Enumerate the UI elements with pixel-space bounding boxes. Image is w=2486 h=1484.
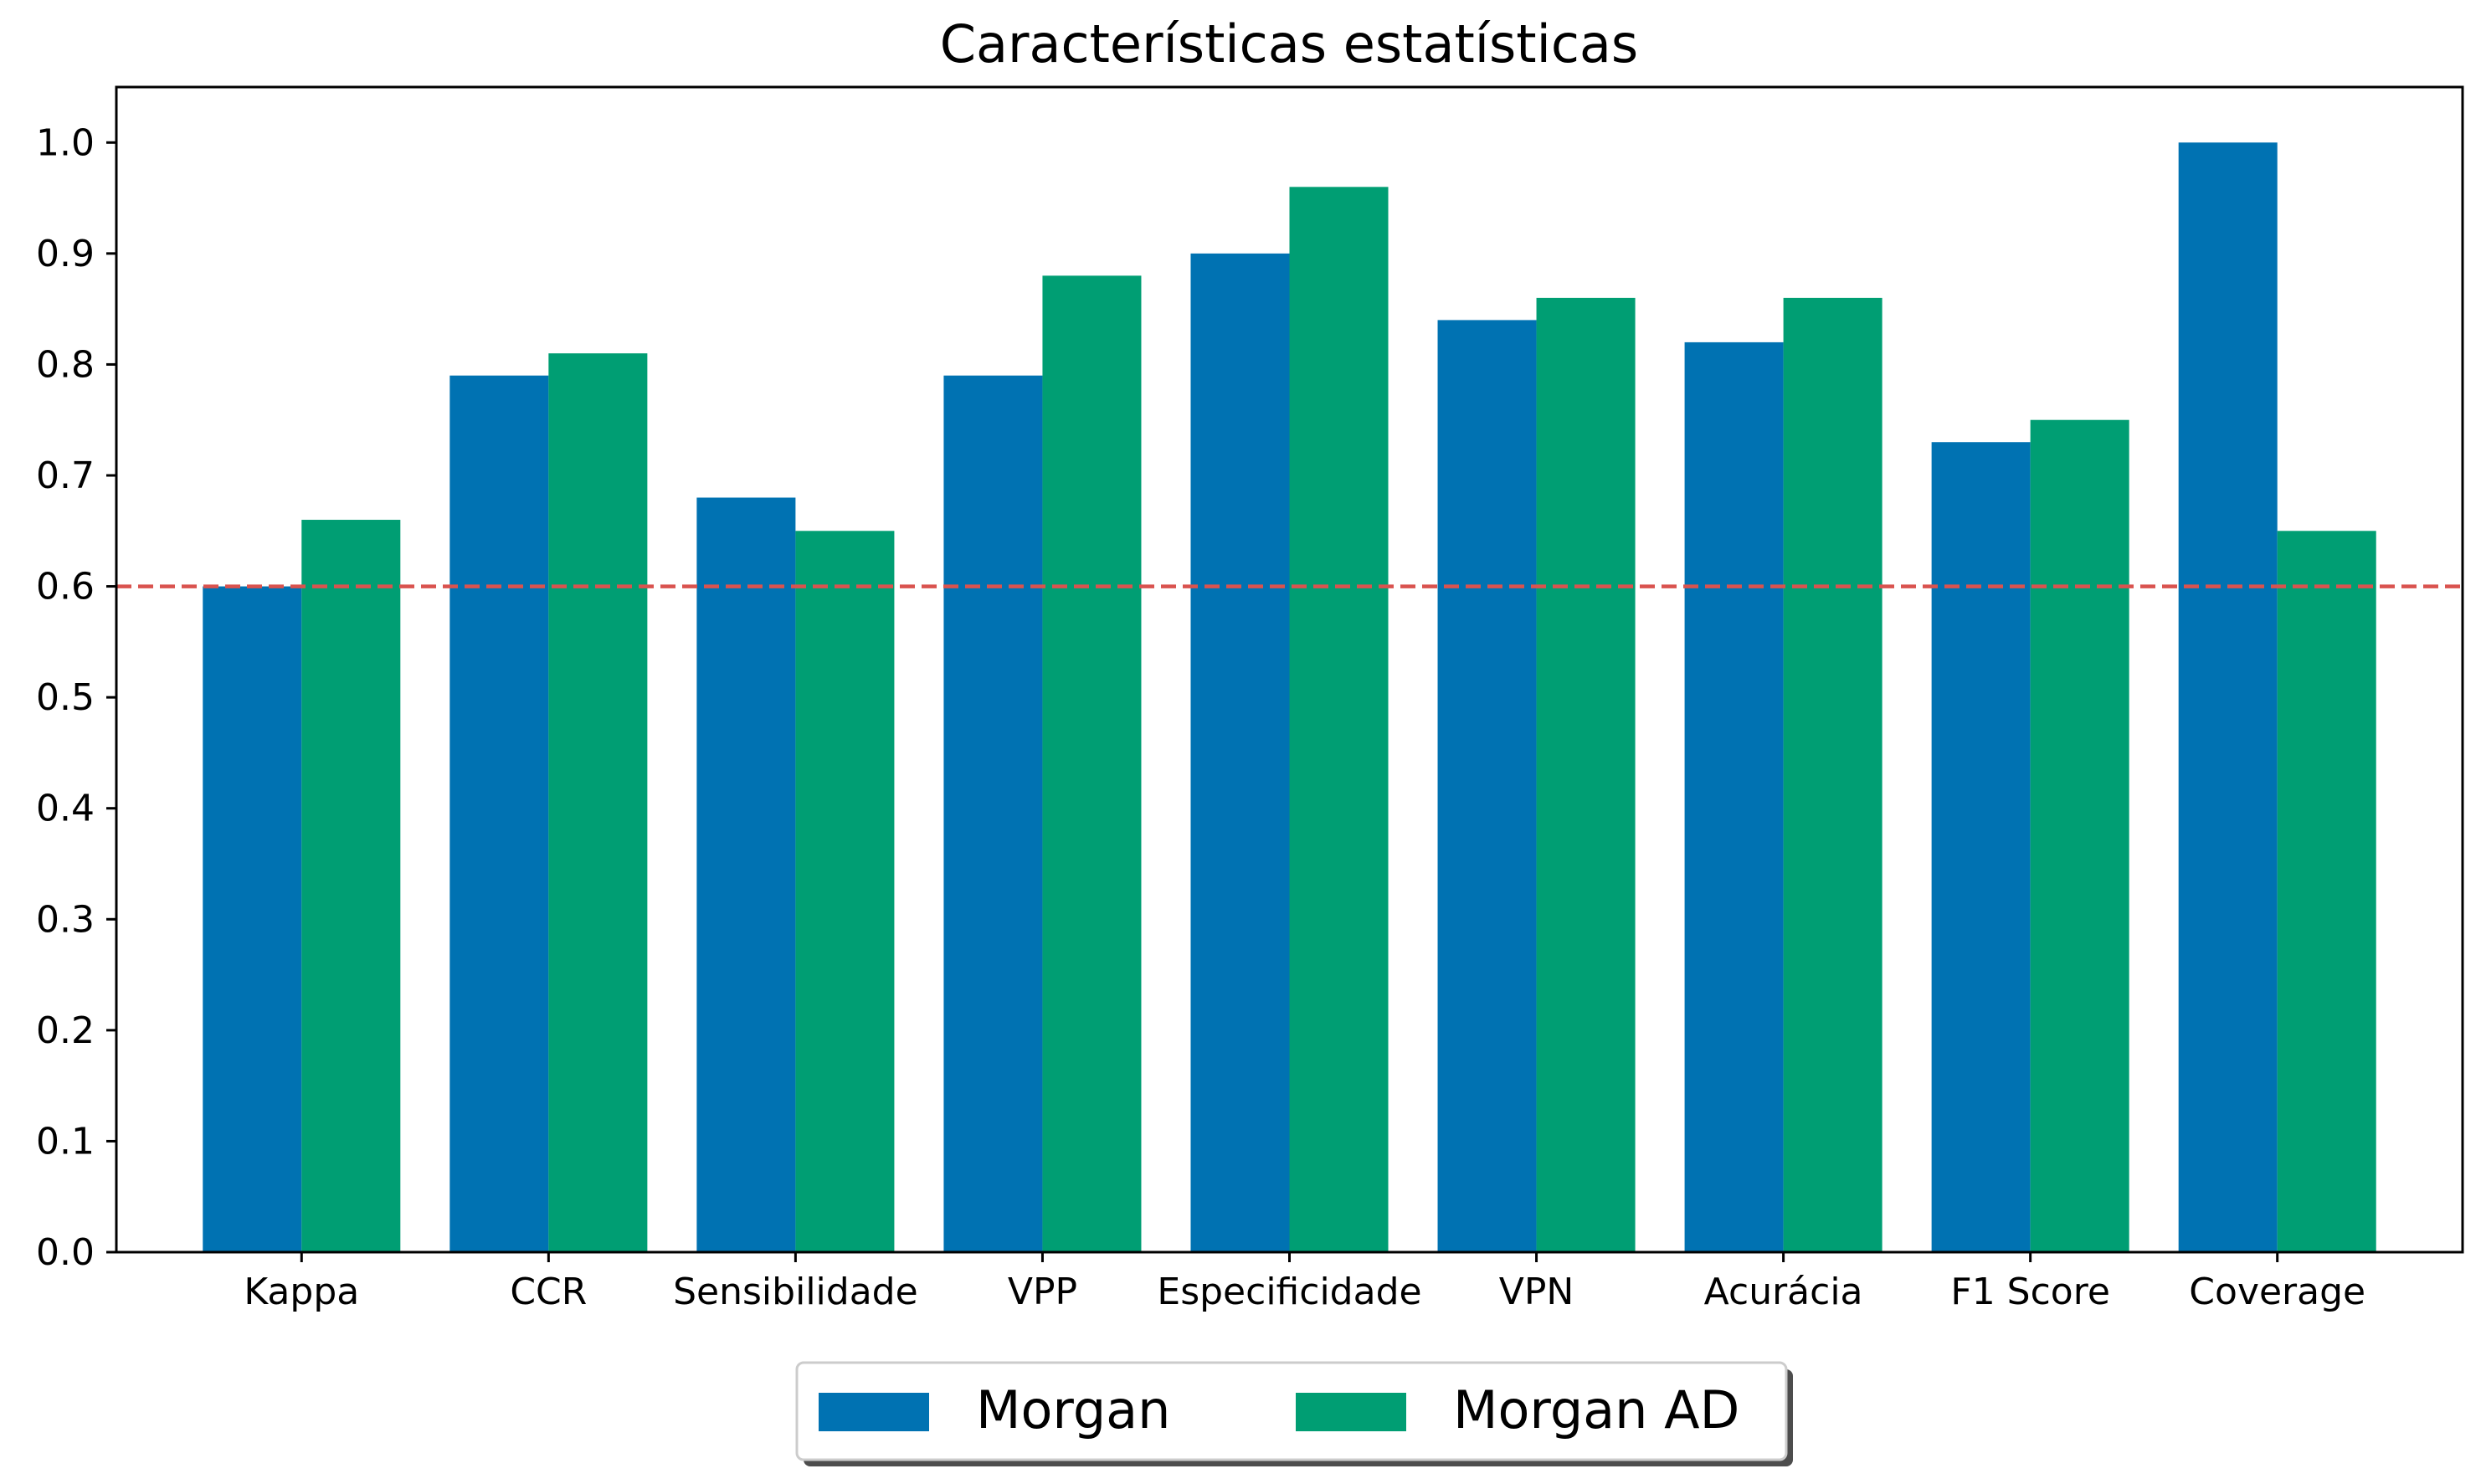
y-axis: 0.0 0.1 0.2 0.3 0.4 0.5 0.6 0.7 0.8 0.9 1.0 <box>36 121 116 1274</box>
bar-morgan-vpp <box>943 375 1043 1253</box>
bars-group <box>203 142 2376 1253</box>
bar-morgan-ad-ccr <box>548 353 648 1253</box>
bar-morgan-vpn <box>1437 320 1537 1252</box>
y-tick-label: 0.1 <box>36 1120 95 1163</box>
y-tick-label: 0.5 <box>36 676 95 719</box>
bar-morgan-coverage <box>2178 142 2278 1252</box>
bar-morgan-kappa <box>203 586 302 1252</box>
bar-morgan-ad-especificidade <box>1289 187 1389 1252</box>
x-tick-label: CCR <box>510 1271 587 1313</box>
x-tick-label: Especificidade <box>1157 1271 1421 1313</box>
y-tick-label: 0.6 <box>36 566 95 608</box>
y-tick-label: 0.2 <box>36 1009 95 1052</box>
y-tick-label: 1.0 <box>36 121 95 164</box>
bar-morgan-ccr <box>449 375 549 1253</box>
y-tick-label: 0.7 <box>36 454 95 497</box>
bar-morgan-sensibilidade <box>696 497 796 1252</box>
y-tick-label: 0.4 <box>36 788 95 830</box>
legend: Morgan Morgan AD <box>795 1361 1793 1466</box>
legend-frame <box>795 1361 1788 1461</box>
x-tick-label: VPP <box>1008 1271 1077 1313</box>
bar-morgan-ad-vpn <box>1536 297 1636 1252</box>
bar-morgan-f1-score <box>1931 442 2031 1252</box>
bar-morgan-especificidade <box>1190 253 1290 1252</box>
x-tick-label: Kappa <box>244 1271 359 1313</box>
x-tick-label: VPN <box>1499 1271 1574 1313</box>
bar-morgan-ad-vpp <box>1042 275 1142 1252</box>
bar-morgan-ad-coverage <box>2277 531 2376 1252</box>
legend-swatch-morgan <box>819 1393 929 1431</box>
chart-title: Características estatísticas <box>940 13 1638 74</box>
y-tick-label: 0.3 <box>36 898 95 941</box>
x-axis: Kappa CCR Sensibilidade VPP Especificidade VP… <box>244 1252 2365 1313</box>
x-tick-label: F1 Score <box>1950 1271 2110 1313</box>
y-tick-label: 0.9 <box>36 233 95 275</box>
legend-label-morgan-ad: Morgan AD <box>1453 1379 1739 1440</box>
legend-swatch-morgan-ad <box>1296 1393 1406 1431</box>
bar-morgan-ad-sensibilidade <box>795 531 895 1252</box>
bar-morgan-ad-kappa <box>301 520 401 1252</box>
y-tick-label: 0.8 <box>36 343 95 386</box>
x-tick-label: Coverage <box>2189 1271 2365 1313</box>
x-tick-label: Sensibilidade <box>673 1271 918 1313</box>
y-tick-label: 0.0 <box>36 1231 95 1274</box>
x-tick-label: Acurácia <box>1704 1271 1863 1313</box>
bar-morgan-acurácia <box>1684 341 1784 1252</box>
legend-label-morgan: Morgan <box>976 1379 1170 1440</box>
bar-morgan-ad-acurácia <box>1783 297 1882 1252</box>
bar-morgan-ad-f1-score <box>2030 419 2129 1252</box>
plot-frame <box>115 85 2464 1254</box>
